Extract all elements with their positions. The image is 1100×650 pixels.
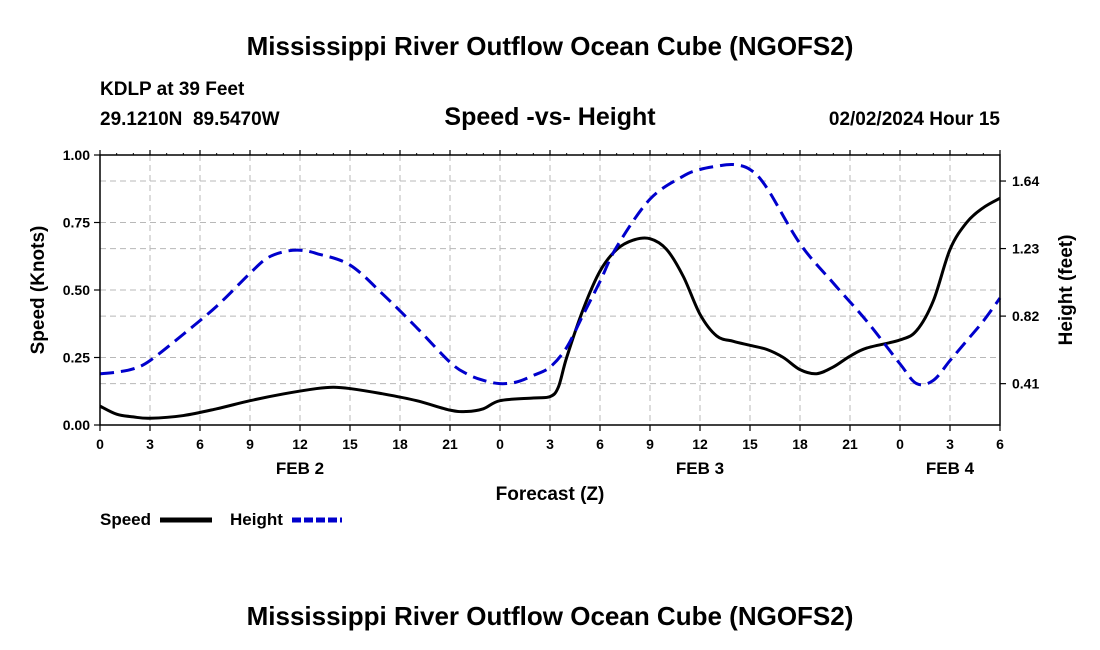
x-tick-label: 3 [546,436,554,452]
x-tick-label: 9 [246,436,254,452]
x-tick-label: 15 [342,436,358,452]
data-series [99,162,1002,420]
y-tick-label-right: 0.82 [1012,308,1039,324]
legend-label-height: Height [230,510,283,529]
y-axis-title-left: Speed (Knots) [28,226,49,355]
station-label: KDLP at 39 Feet [100,79,245,100]
day-label: FEB 2 [276,459,324,478]
legend-label-speed: Speed [100,510,151,529]
x-tick-label: 9 [646,436,654,452]
y-tick-label-right: 1.23 [1012,241,1039,257]
y-tick-label-right: 0.41 [1012,376,1039,392]
x-tick-label: 3 [146,436,154,452]
x-tick-label: 21 [842,436,858,452]
y-tick-label-left: 0.25 [63,350,90,366]
x-tick-label: 18 [792,436,808,452]
y-tick-label-left: 0.50 [63,282,90,298]
y-axis-title-right: Height (feet) [1056,235,1077,346]
x-tick-label: 0 [496,436,504,452]
axes: 0 3 6 9 12 15 18 21 0 3 6 9 12 15 18 21 0 3 6 0.00 0.25 0.50 0… [63,147,1040,478]
x-tick-label: 0 [96,436,104,452]
x-tick-label: 21 [442,436,458,452]
y-tick-label-right: 1.64 [1012,173,1039,189]
x-tick-label: 6 [596,436,604,452]
day-label: FEB 3 [676,459,724,478]
footer-title: Mississippi River Outflow Ocean Cube (NG… [247,601,854,631]
x-tick-label: 6 [196,436,204,452]
series-line-height [99,162,1002,387]
series-line-speed [99,196,1001,420]
y-tick-label-left: 1.00 [63,147,90,163]
x-tick-label: 0 [896,436,904,452]
day-label: FEB 4 [926,459,975,478]
y-tick-label-left: 0.75 [63,215,90,231]
x-tick-label: 3 [946,436,954,452]
x-tick-label: 12 [692,436,708,452]
grid-lines [100,155,1000,425]
main-title: Mississippi River Outflow Ocean Cube (NG… [247,31,854,61]
x-axis-title: Forecast (Z) [496,484,605,505]
legend: Speed Height [100,510,342,529]
datetime-label: 02/02/2024 Hour 15 [829,109,1001,130]
x-tick-label: 6 [996,436,1004,452]
x-tick-label: 15 [742,436,758,452]
coordinates-label: 29.1210N 89.5470W [100,109,280,130]
chart-subtitle: Speed -vs- Height [444,103,656,131]
y-tick-label-left: 0.00 [63,417,90,433]
x-tick-label: 18 [392,436,408,452]
x-tick-label: 12 [292,436,308,452]
